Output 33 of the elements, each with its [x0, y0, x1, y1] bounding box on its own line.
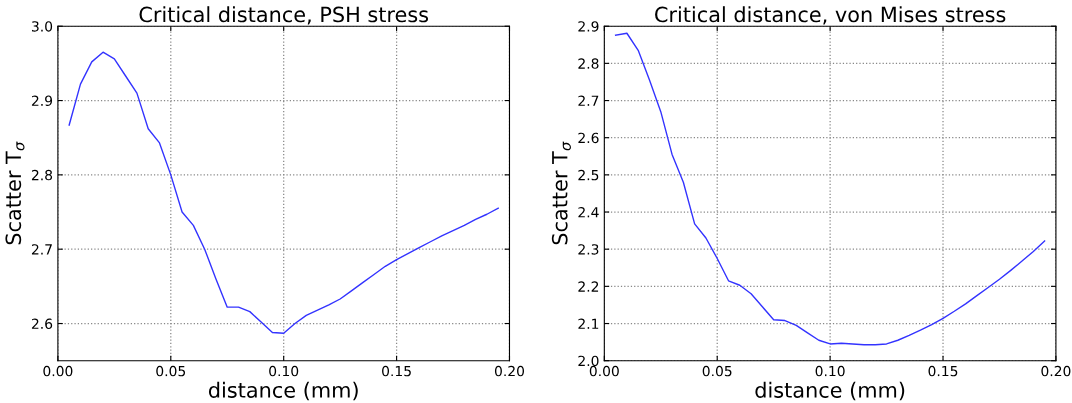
chart-title: Critical distance, von Mises stress — [655, 6, 1006, 25]
y-tick-label: 2.3 — [578, 244, 599, 255]
y-axis-title: Scatter T$_{σ}$ — [5, 141, 25, 245]
x-axis-title: distance (mm) — [755, 381, 905, 401]
x-tick-label: 0.15 — [382, 365, 411, 377]
y-tick-label: 2.8 — [578, 58, 599, 69]
y-tick-label: 2.2 — [578, 281, 599, 292]
y-tick-label: 2.5 — [578, 169, 599, 181]
x-tick-label: 0.05 — [702, 365, 732, 377]
y-tick-label: 2.1 — [578, 318, 599, 329]
x-axis-title: distance (mm) — [208, 381, 358, 401]
line-series — [68, 51, 499, 334]
x-tick-label: 0.05 — [156, 365, 186, 377]
y-tick-label: 2.7 — [31, 244, 52, 255]
x-tick-label: 0.15 — [928, 365, 958, 377]
y-axis-title: Scatter T$_{σ}$ — [551, 141, 571, 245]
y-tick-label: 2.9 — [31, 95, 53, 106]
x-tick-label: 0.20 — [494, 365, 525, 377]
x-tick-label: 0.10 — [815, 365, 845, 377]
x-tick-label: 0.10 — [269, 365, 299, 377]
line-series — [614, 32, 1046, 346]
y-tick-label: 2.0 — [578, 355, 599, 367]
y-tick-label: 3.0 — [32, 21, 53, 32]
y-tick-label: 2.7 — [578, 95, 599, 106]
chart-title: Critical distance, PSH stress — [139, 6, 429, 25]
x-tick-label: 0.00 — [589, 365, 619, 377]
x-tick-label: 0.20 — [1041, 365, 1071, 377]
y-tick-label: 2.6 — [31, 318, 53, 329]
y-tick-label: 2.9 — [578, 21, 599, 32]
x-tick-label: 0.00 — [43, 365, 73, 377]
y-tick-label: 2.4 — [578, 206, 599, 218]
y-tick-label: 2.8 — [31, 169, 53, 181]
y-tick-label: 2.6 — [578, 132, 599, 144]
